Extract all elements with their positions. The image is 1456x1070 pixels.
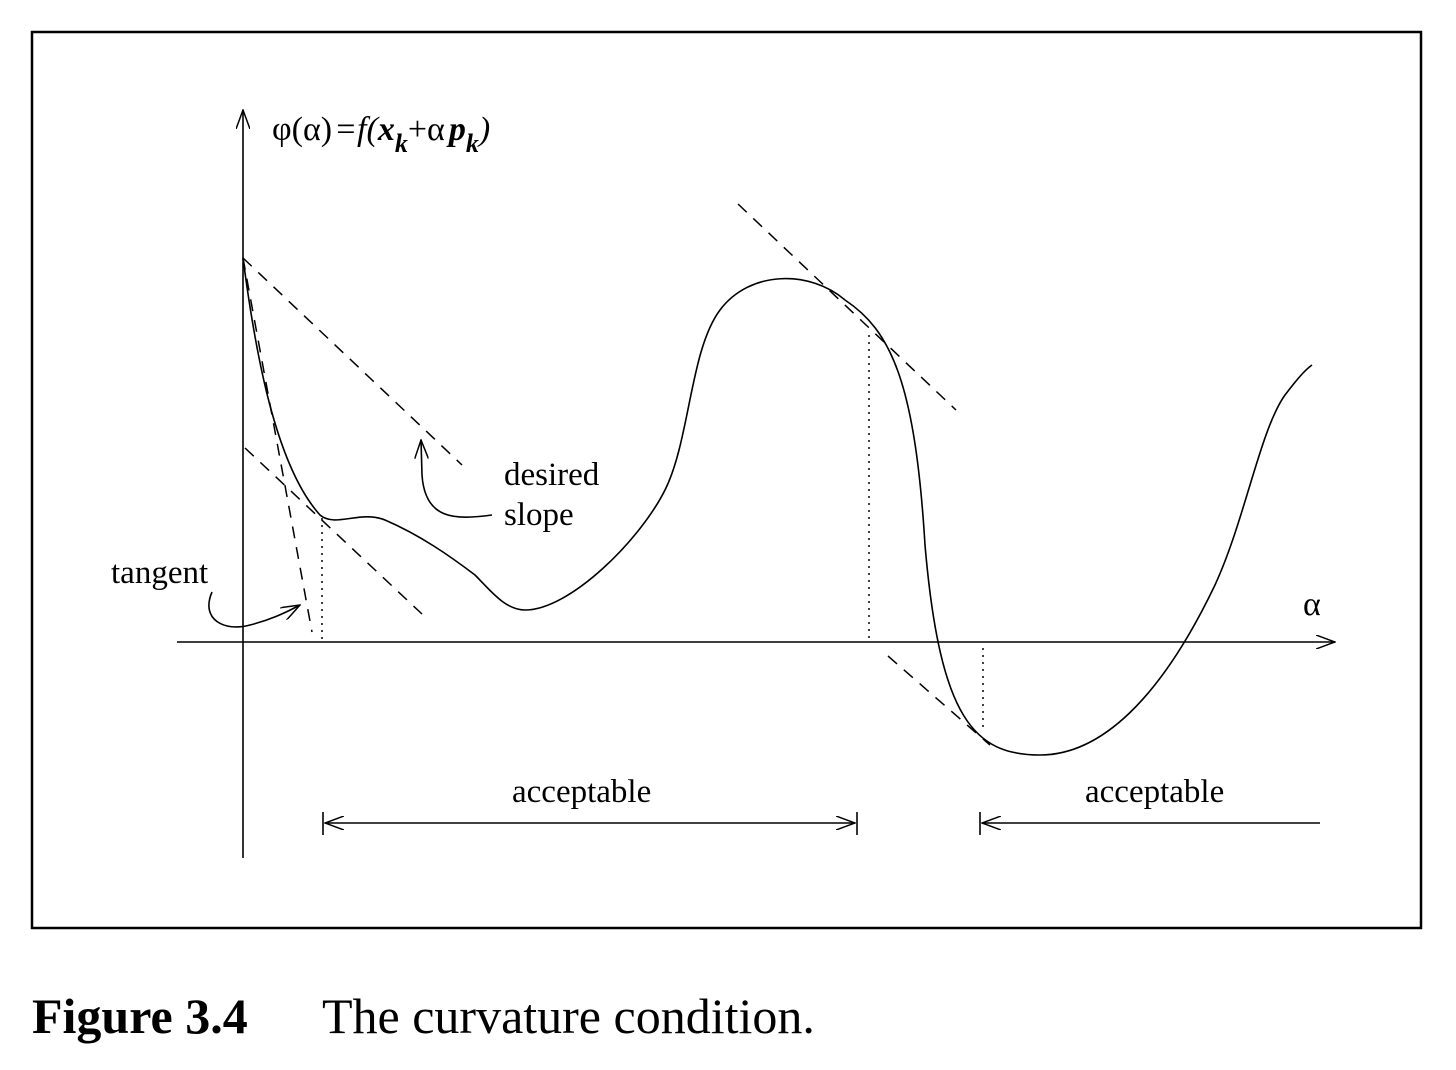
desired-slope-pointer-arrow [421, 440, 493, 518]
desired-slope-label-line2: slope [504, 497, 574, 533]
tangent-pointer-arrow [208, 591, 300, 628]
phi-curve [242, 257, 1313, 756]
desired-slope-label-line1: desired [504, 457, 600, 493]
acceptable-label-2: acceptable [1085, 774, 1224, 810]
figure-frame [30, 30, 1423, 930]
desired-slope-line [242, 257, 463, 466]
tangent-at-peak-point [737, 203, 957, 411]
tangent-label: tangent [111, 555, 208, 591]
y-axis-label: φ(α)=f(xk+α pk) [272, 111, 490, 158]
tangent-at-valley-point [887, 655, 991, 746]
acceptable-label-1: acceptable [512, 774, 651, 810]
caption-text: The curvature condition. [322, 988, 815, 1044]
caption-number: Figure 3.4 [32, 988, 248, 1044]
tangent-line [242, 257, 313, 633]
tangent-at-first-point [244, 447, 423, 615]
x-axis-label: α [1303, 586, 1321, 623]
